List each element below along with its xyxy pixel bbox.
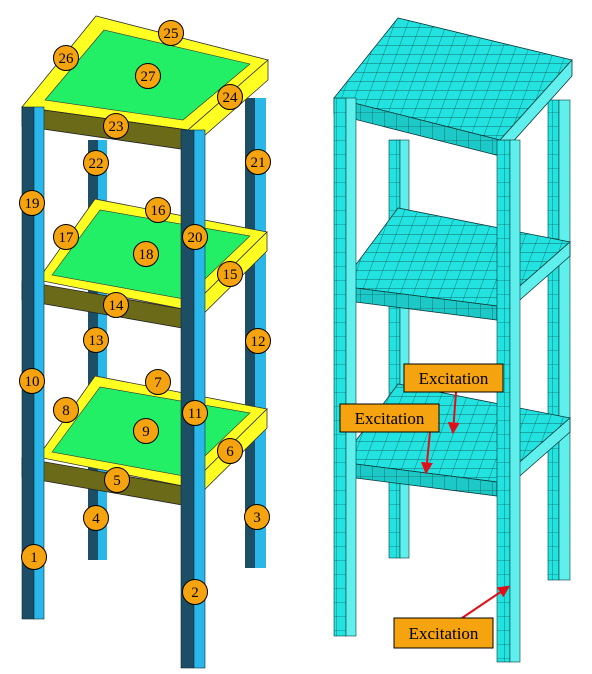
sensor-marker-label: 4 — [92, 511, 100, 527]
excitation-label-2: Excitation — [355, 409, 425, 428]
sensor-marker-25: 25 — [158, 20, 184, 46]
sensor-marker-9: 9 — [133, 418, 159, 444]
sensor-marker-label: 23 — [109, 119, 124, 135]
sensor-marker-11: 11 — [182, 400, 208, 426]
sensor-marker-label: 24 — [223, 90, 239, 106]
sensor-marker-label: 14 — [109, 298, 125, 314]
sensor-marker-label: 27 — [141, 69, 157, 85]
front-column-right — [180, 129, 206, 669]
excitation-callout-3: Excitation — [393, 617, 494, 649]
sensor-marker-26: 26 — [53, 45, 79, 71]
sensor-marker-24: 24 — [217, 84, 243, 110]
mesh-back-column-left — [388, 139, 410, 559]
excitation-arrow-1 — [447, 391, 460, 435]
excitation-label-1: Excitation — [419, 369, 489, 388]
sensor-marker-15: 15 — [217, 261, 243, 287]
sensor-marker-label: 16 — [151, 203, 167, 219]
sensor-marker-2: 2 — [182, 579, 208, 605]
excitation-callout-1: Excitation — [403, 363, 504, 393]
sensor-marker-label: 25 — [164, 26, 179, 42]
sensor-marker-label: 5 — [113, 473, 121, 489]
sensor-marker-label: 6 — [226, 444, 234, 460]
sensor-markers: 1234567891011121314151617181920212223242… — [19, 20, 271, 605]
sensor-marker-label: 3 — [253, 510, 261, 526]
sensor-marker-20: 20 — [182, 224, 208, 250]
mesh-slab-2 — [339, 207, 571, 321]
sensor-marker-3: 3 — [244, 504, 270, 530]
sensor-marker-label: 2 — [191, 585, 199, 601]
sensor-marker-label: 11 — [188, 406, 202, 422]
sensor-marker-label: 17 — [59, 230, 75, 246]
sensor-marker-label: 20 — [188, 230, 203, 246]
sensor-marker-label: 12 — [251, 334, 266, 350]
sensor-marker-23: 23 — [103, 113, 129, 139]
sensor-marker-21: 21 — [245, 149, 271, 175]
sensor-marker-label: 1 — [30, 550, 38, 566]
sensor-marker-label: 21 — [251, 155, 266, 171]
sensor-marker-16: 16 — [145, 197, 171, 223]
sensor-marker-label: 15 — [223, 267, 238, 283]
sensor-marker-4: 4 — [83, 505, 109, 531]
mesh-back-column-right — [547, 99, 571, 581]
sensor-marker-label: 9 — [142, 424, 150, 440]
sensor-marker-19: 19 — [19, 190, 45, 216]
excitation-label-3: Excitation — [409, 624, 479, 643]
sensor-marker-label: 18 — [139, 247, 154, 263]
sensor-marker-label: 8 — [62, 403, 70, 419]
sensor-marker-10: 10 — [19, 368, 45, 394]
sensor-marker-6: 6 — [217, 438, 243, 464]
right-mesh-model: Excitation Excitation Excitation — [333, 17, 573, 663]
sensor-marker-5: 5 — [104, 467, 130, 493]
front-column-left — [21, 106, 45, 620]
excitation-arrows — [420, 391, 510, 619]
sensor-marker-label: 13 — [89, 333, 104, 349]
sensor-marker-8: 8 — [53, 397, 79, 423]
left-structure-model: 1234567891011121314151617181920212223242… — [19, 15, 271, 669]
sensor-marker-1: 1 — [21, 544, 47, 570]
sensor-marker-13: 13 — [83, 327, 109, 353]
mesh-front-column-right — [496, 139, 521, 663]
sensor-marker-label: 7 — [154, 375, 162, 391]
excitation-arrow-3 — [461, 585, 510, 619]
sensor-marker-14: 14 — [103, 292, 129, 318]
excitation-arrow-2 — [420, 431, 433, 475]
mesh-slab-3 — [333, 17, 573, 158]
sensor-marker-12: 12 — [245, 328, 271, 354]
mesh-front-column-left — [333, 97, 357, 637]
sensor-marker-label: 19 — [25, 196, 40, 212]
sensor-marker-27: 27 — [135, 63, 161, 89]
sensor-marker-17: 17 — [53, 224, 79, 250]
sensor-marker-label: 10 — [25, 374, 40, 390]
sensor-marker-18: 18 — [133, 241, 159, 267]
sensor-marker-7: 7 — [145, 369, 171, 395]
sensor-marker-label: 26 — [59, 51, 75, 67]
excitation-callout-2: Excitation — [339, 403, 440, 433]
sensor-marker-label: 22 — [89, 156, 104, 172]
sensor-marker-22: 22 — [83, 150, 109, 176]
